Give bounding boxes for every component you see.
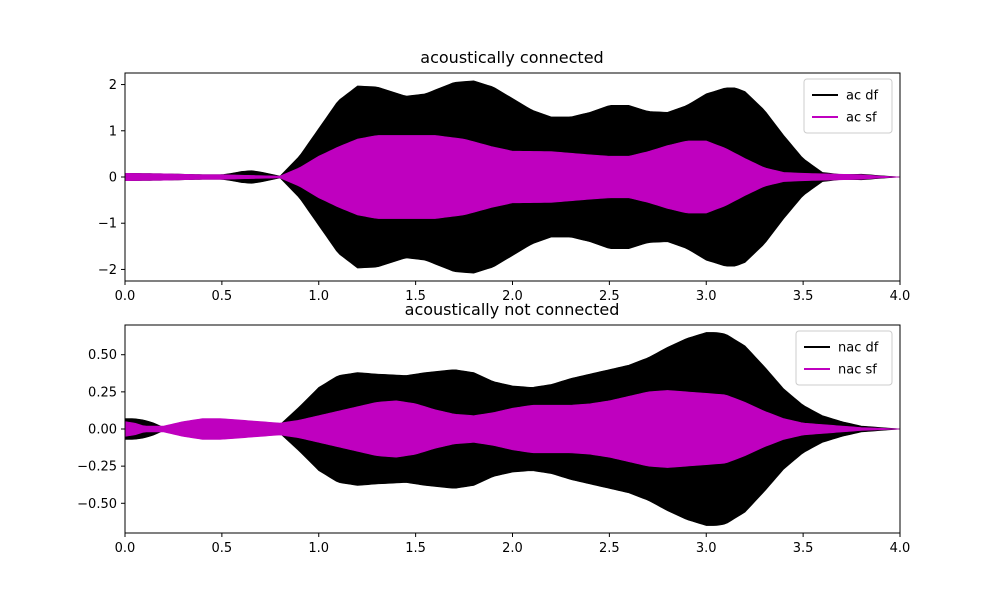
legend-label-nac-sf: nac sf [838,363,877,378]
y-tick-label: −0.25 [77,460,117,475]
series-envelope-nac-sf [124,390,901,468]
legend-label-ac-sf: ac sf [846,111,877,126]
x-tick-label: 0.5 [212,289,233,304]
y-tick-label: 2 [109,78,117,93]
x-tick-label: 2.5 [599,289,620,304]
x-tick-label: 0.0 [115,541,136,556]
chart-title: acoustically not connected [405,300,620,319]
x-tick-label: 2.0 [502,541,523,556]
x-tick-label: 4.0 [890,541,911,556]
plot-area [124,332,901,526]
axis-ticks: 0.0 0.5 1.0 1.5 2.0 2.5 3.0 3.5 4.0 2 1 0 −1 −2 [98,78,911,304]
x-tick-label: 2.5 [599,541,620,556]
legend: ac df ac sf [803,78,893,134]
x-tick-label: 0.5 [212,541,233,556]
series-envelope-ac-sf [124,135,901,219]
y-tick-label: −0.50 [77,497,117,512]
y-tick-label: 0.00 [88,423,117,438]
axes-acoustically-connected: acoustically connected 0.0 0.5 1.0 1.5 2.0 2.… [98,48,911,304]
x-tick-label: 3.5 [793,289,814,304]
y-tick-label: 1 [109,124,117,139]
y-tick-label: 0.50 [88,348,117,363]
legend: nac df nac sf [795,330,893,386]
legend-label-ac-df: ac df [846,89,878,104]
x-tick-label: 1.5 [405,541,426,556]
x-tick-label: 1.5 [405,289,426,304]
y-tick-label: −1 [98,217,117,232]
axes-acoustically-not-connected: acoustically not connected 0.0 0.5 1.0 1.5 2… [77,300,910,556]
axis-ticks: 0.0 0.5 1.0 1.5 2.0 2.5 3.0 3.5 4.0 0.50 0.25 0.00 −… [77,348,910,556]
x-tick-label: 0.0 [115,289,136,304]
x-tick-label: 1.0 [308,541,329,556]
y-tick-label: 0 [109,171,117,186]
chart-title: acoustically connected [420,48,603,67]
legend-label-nac-df: nac df [838,341,879,356]
x-tick-label: 1.0 [308,289,329,304]
y-tick-label: −2 [98,263,117,278]
x-tick-label: 3.0 [696,541,717,556]
x-tick-label: 3.0 [696,289,717,304]
x-tick-label: 2.0 [502,289,523,304]
y-tick-label: 0.25 [88,385,117,400]
legend-box [795,330,893,386]
x-tick-label: 4.0 [890,289,911,304]
x-tick-label: 3.5 [793,541,814,556]
legend-box [803,78,893,134]
plot-area [124,80,901,274]
